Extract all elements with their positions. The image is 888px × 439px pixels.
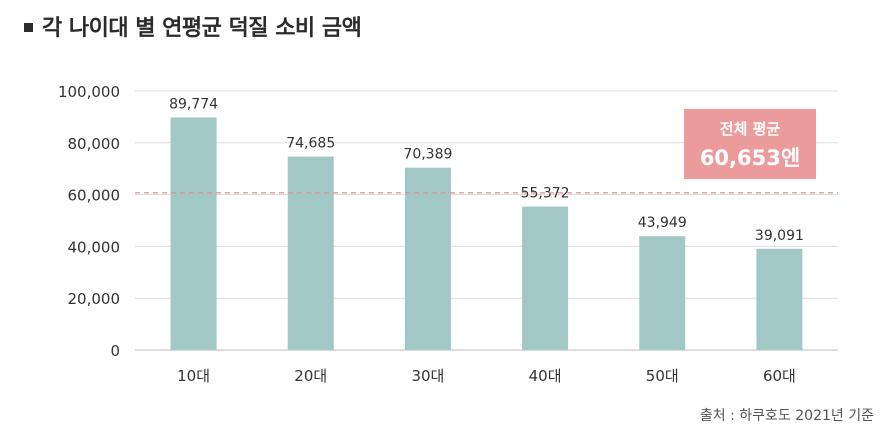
bar bbox=[639, 236, 686, 350]
x-tick-label: 40대 bbox=[529, 367, 562, 385]
y-tick-label: 0 bbox=[110, 342, 120, 360]
chart-title: 각 나이대 별 연평균 덕질 소비 금액 bbox=[42, 16, 362, 41]
x-tick-label: 50대 bbox=[646, 367, 679, 385]
y-tick-label: 100,000 bbox=[58, 83, 120, 101]
y-tick-label: 40,000 bbox=[68, 238, 121, 256]
average-callout-value: 60,653엔 bbox=[700, 146, 800, 170]
source-note: 출처 : 하쿠호도 2021년 기준 bbox=[699, 408, 874, 424]
bar-value-label: 89,774 bbox=[169, 96, 218, 112]
bar bbox=[522, 206, 569, 350]
x-tick-label: 10대 bbox=[177, 367, 210, 385]
y-tick-label: 60,000 bbox=[68, 187, 121, 205]
x-tick-label: 20대 bbox=[294, 367, 327, 385]
bar-value-label: 43,949 bbox=[638, 215, 687, 231]
bar bbox=[756, 248, 803, 350]
y-tick-label: 20,000 bbox=[68, 290, 121, 308]
title-bullet-icon bbox=[24, 22, 33, 32]
bar-value-label: 74,685 bbox=[286, 136, 335, 152]
x-tick-label: 60대 bbox=[763, 367, 796, 385]
y-tick-label: 80,000 bbox=[68, 135, 121, 153]
average-callout-box bbox=[684, 109, 816, 179]
bar-value-label: 70,389 bbox=[403, 147, 452, 163]
x-tick-label: 30대 bbox=[411, 367, 444, 385]
bar-value-label: 39,091 bbox=[755, 228, 804, 244]
bar bbox=[170, 117, 217, 350]
chart-title-wrap: 각 나이대 별 연평균 덕질 소비 금액 bbox=[24, 10, 362, 42]
average-callout-label: 전체 평균 bbox=[720, 120, 781, 138]
bar-value-label: 55,372 bbox=[521, 186, 570, 202]
bar bbox=[404, 167, 451, 350]
bar bbox=[287, 156, 334, 350]
